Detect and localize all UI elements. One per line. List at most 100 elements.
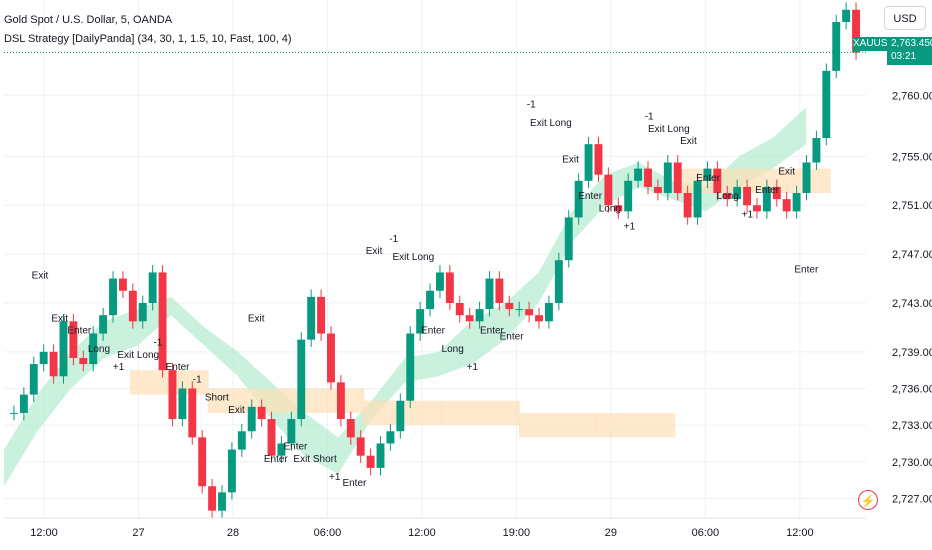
signal-label: Exit Short: [293, 454, 337, 465]
signal-label: Exit: [248, 313, 265, 324]
candle-body: [753, 205, 761, 212]
currency-button[interactable]: USD: [884, 6, 926, 30]
symbol-title: Gold Spot / U.S. Dollar, 5, OANDA: [4, 14, 173, 26]
candle-body: [762, 186, 771, 212]
candle-body: [802, 162, 811, 194]
signal-label: Enter: [578, 191, 603, 202]
candle-body: [49, 351, 58, 377]
candle-body: [743, 186, 752, 206]
candle-body: [99, 315, 108, 334]
signal-label: Long: [88, 344, 110, 355]
candle-body: [475, 309, 484, 322]
signal-label: Enter: [166, 362, 191, 373]
candle-body: [188, 388, 197, 438]
candle-body: [366, 455, 375, 468]
y-tick-label: 2,730.000: [892, 457, 932, 469]
signal-label: +1: [113, 362, 125, 373]
candle-body: [663, 162, 672, 194]
signal-label: Exit: [366, 246, 383, 257]
signal-label: Long: [442, 344, 464, 355]
candle-body: [455, 302, 464, 316]
candle-body: [406, 333, 415, 401]
signal-label: +1: [742, 209, 754, 220]
candle-body: [158, 272, 167, 371]
candle-body: [812, 138, 821, 163]
candle-body: [336, 382, 345, 420]
y-tick-label: 2,739.000: [892, 347, 932, 359]
candle-body: [792, 193, 801, 212]
candle-body: [29, 364, 38, 395]
signal-label: Exit: [778, 167, 795, 178]
candle-body: [782, 199, 791, 212]
signal-label: +1: [467, 362, 479, 373]
symbol-tag: XAUUSD: [853, 37, 895, 51]
dsl-band-upper: [518, 412, 598, 438]
candle-body: [19, 394, 28, 413]
candle-body: [703, 168, 712, 181]
signal-label: -1: [527, 100, 536, 111]
candle-body: [465, 315, 474, 322]
signal-label: -1: [645, 112, 654, 123]
candle-body: [198, 437, 207, 487]
candle-body: [416, 309, 425, 334]
y-tick-label: 2,727.000: [892, 493, 932, 505]
last-price: 2,763.450: [891, 38, 932, 49]
candle-body: [634, 168, 643, 181]
candle-body: [118, 278, 127, 291]
candle-body: [426, 290, 434, 310]
x-tick-label: 12:00: [30, 527, 58, 539]
candle-body: [574, 180, 583, 218]
candle-body: [604, 174, 613, 206]
candle-body: [346, 419, 355, 438]
signal-label: Enter: [67, 326, 92, 337]
candle-body: [79, 357, 88, 365]
signal-label: Long: [599, 203, 621, 214]
candle-body: [733, 186, 742, 200]
candle-body: [644, 168, 652, 187]
candle-body: [317, 296, 326, 334]
candle-body: [535, 315, 543, 322]
candle-body: [584, 144, 593, 181]
x-tick-label: 12:00: [786, 527, 814, 539]
candle-body: [683, 193, 692, 218]
signal-label: -1: [153, 338, 162, 349]
candle-body: [376, 443, 385, 468]
candle-body: [247, 406, 256, 432]
x-tick-label: 28: [227, 527, 239, 539]
candle-body: [148, 272, 157, 303]
signal-label: Exit Long: [648, 124, 690, 135]
dsl-band-upper: [207, 388, 287, 413]
time-axis: 12:00 27 28 06:00 12:00 19:00 29 06:00 12:00: [4, 517, 866, 539]
candle-body: [693, 180, 702, 218]
candle-body: [614, 205, 623, 212]
signal-label: Enter: [696, 173, 721, 184]
candle-body: [564, 217, 573, 261]
signal-label: Exit: [228, 405, 245, 416]
signal-label: Short: [205, 393, 229, 404]
signal-label: Exit Long: [117, 350, 159, 361]
y-tick-label: 2,747.000: [892, 249, 932, 261]
dsl-band-upper: [441, 400, 520, 426]
candle-body: [89, 333, 98, 365]
indicator-title[interactable]: DSL Strategy [DailyPanda] (34, 30, 1, 1.…: [4, 33, 292, 45]
candle-body: [208, 486, 217, 511]
candle-body: [842, 9, 851, 22]
signal-label: +1: [329, 472, 341, 483]
last-price-tag: 2,763.450 03:21: [887, 37, 932, 65]
signal-label: Enter: [421, 326, 446, 337]
signal-label: Exit Long: [392, 252, 434, 263]
candle-body: [178, 388, 187, 420]
dsl-bands: [4, 107, 831, 487]
candle-body: [594, 144, 603, 175]
signal-label: Exit: [680, 136, 697, 147]
signal-label: Enter: [264, 454, 289, 465]
lightning-icon[interactable]: ⚡: [858, 490, 878, 510]
y-tick-label: 2,733.000: [892, 420, 932, 432]
candle-body: [436, 272, 444, 291]
signal-label: Enter: [755, 185, 780, 196]
candle-body: [772, 186, 781, 200]
signal-label: Enter: [794, 264, 819, 275]
candle-body: [109, 278, 117, 316]
